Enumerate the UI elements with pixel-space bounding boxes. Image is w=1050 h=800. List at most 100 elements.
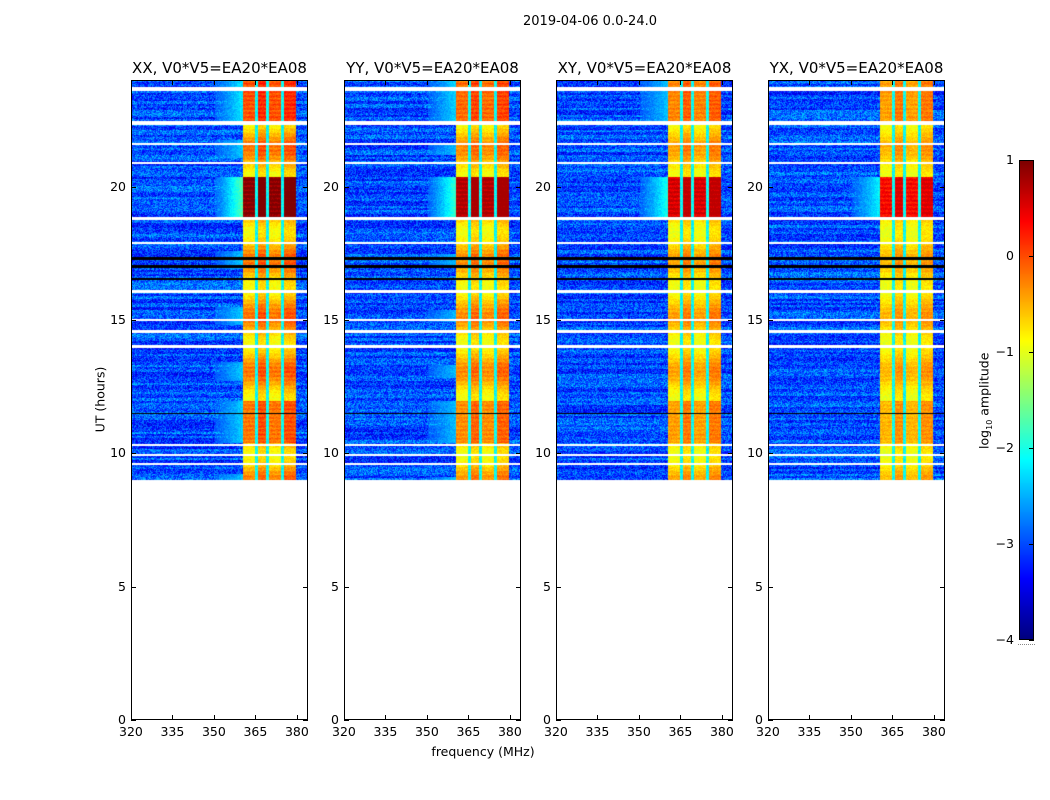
y-tick-label: 20: [323, 178, 339, 194]
x-tick-mark: [721, 80, 723, 85]
x-tick-label: 320: [332, 724, 356, 739]
y-tick-label: 10: [110, 445, 126, 461]
y-tick-mark: [940, 186, 945, 188]
x-tick-label: 365: [456, 724, 481, 739]
y-tick-mark: [556, 186, 561, 188]
y-tick-label: 5: [755, 578, 763, 594]
x-tick-mark: [344, 80, 345, 85]
colorbar-tick-mark: [1029, 352, 1034, 353]
y-tick-label: 0: [543, 712, 551, 727]
x-tick-label: 380: [921, 724, 946, 739]
colorbar-tick-mark: [1029, 544, 1034, 545]
y-tick-label: 5: [118, 578, 126, 594]
y-tick-mark: [303, 586, 308, 588]
y-tick-label: 15: [110, 312, 126, 327]
x-tick-mark: [556, 715, 557, 720]
heatmap-image: [557, 81, 732, 719]
y-tick-mark: [344, 186, 349, 188]
panel-title: XY, V0*V5=EA20*EA08: [557, 59, 732, 77]
x-tick-mark: [721, 715, 723, 720]
y-tick-mark: [516, 586, 521, 588]
y-tick-mark: [303, 720, 308, 721]
x-tick-mark: [638, 80, 640, 85]
heatmap-image: [345, 81, 520, 719]
colorbar-label: log10 amplitude: [976, 352, 994, 449]
x-tick-label: 380: [709, 724, 734, 739]
x-tick-mark: [426, 715, 428, 720]
y-tick-mark: [556, 320, 561, 321]
y-tick-mark: [728, 720, 733, 721]
y-tick-label: 0: [755, 712, 763, 727]
x-tick-mark: [213, 715, 215, 720]
x-tick-mark: [933, 80, 935, 85]
y-tick-mark: [303, 186, 308, 188]
x-tick-label: 350: [414, 724, 439, 739]
y-tick-label: 5: [543, 578, 551, 594]
y-tick-mark: [768, 320, 773, 321]
x-tick-mark: [680, 715, 682, 720]
y-tick-mark: [131, 453, 136, 455]
y-tick-label: 20: [747, 178, 763, 194]
x-tick-mark: [213, 80, 215, 85]
y-tick-mark: [768, 453, 773, 455]
x-tick-mark: [468, 715, 470, 720]
x-tick-mark: [131, 715, 132, 720]
x-tick-mark: [850, 715, 852, 720]
y-tick-mark: [556, 586, 561, 588]
y-tick-label: 15: [323, 312, 339, 327]
y-tick-mark: [303, 453, 308, 455]
y-tick-mark: [940, 453, 945, 455]
figure-title: 2019-04-06 0.0-24.0: [523, 14, 657, 29]
x-tick-mark: [597, 715, 599, 720]
x-tick-label: 365: [880, 724, 905, 739]
y-tick-mark: [940, 586, 945, 588]
y-tick-mark: [131, 320, 136, 321]
x-tick-label: 350: [626, 724, 651, 739]
x-tick-mark: [426, 80, 428, 85]
y-tick-label: 0: [331, 712, 339, 727]
y-tick-mark: [344, 320, 349, 321]
x-tick-label: 335: [585, 724, 610, 739]
x-tick-mark: [768, 80, 769, 85]
x-tick-label: 365: [668, 724, 693, 739]
y-tick-label: 20: [110, 178, 126, 194]
x-tick-label: 350: [838, 724, 863, 739]
y-tick-mark: [516, 453, 521, 455]
x-tick-label: 380: [284, 724, 309, 739]
waterfall-panel-2: [556, 80, 733, 720]
y-tick-mark: [768, 586, 773, 588]
x-tick-mark: [768, 715, 769, 720]
x-tick-label: 365: [243, 724, 268, 739]
colorbar-tick-mark: [1029, 448, 1034, 449]
y-tick-mark: [344, 586, 349, 588]
x-tick-label: 335: [797, 724, 822, 739]
x-tick-mark: [172, 715, 174, 720]
x-tick-mark: [255, 80, 257, 85]
y-tick-mark: [940, 320, 945, 321]
colorbar-tick-label: 1: [1006, 152, 1014, 167]
x-tick-mark: [809, 715, 811, 720]
y-tick-mark: [516, 720, 521, 721]
x-tick-mark: [892, 80, 894, 85]
colorbar-tick-label: −4: [995, 632, 1014, 647]
x-tick-label: 320: [756, 724, 780, 739]
x-tick-mark: [131, 80, 132, 85]
y-axis-label: UT (hours): [92, 366, 108, 433]
waterfall-panel-1: [344, 80, 521, 720]
x-tick-mark: [680, 80, 682, 85]
x-tick-mark: [385, 715, 387, 720]
x-tick-mark: [344, 715, 345, 720]
panel-title: XX, V0*V5=EA20*EA08: [132, 59, 307, 77]
x-tick-mark: [556, 80, 557, 85]
y-tick-mark: [556, 453, 561, 455]
y-tick-label: 20: [535, 178, 551, 194]
x-axis-label: frequency (MHz): [431, 744, 535, 759]
y-tick-label: 15: [535, 312, 551, 327]
y-tick-mark: [303, 320, 308, 321]
heatmap-image: [132, 81, 307, 719]
x-tick-mark: [172, 80, 174, 85]
y-tick-label: 5: [331, 578, 339, 594]
x-tick-mark: [255, 715, 257, 720]
y-tick-mark: [940, 720, 945, 721]
x-tick-label: 320: [119, 724, 143, 739]
